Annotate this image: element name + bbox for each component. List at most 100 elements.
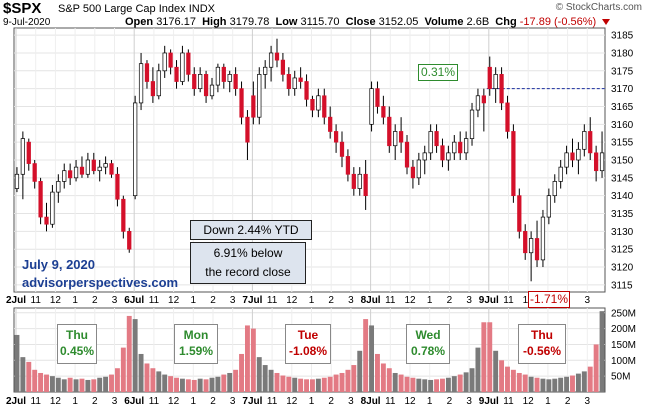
- x-tick-label-bottom: 12: [50, 396, 62, 407]
- volume-bar: [44, 374, 49, 392]
- candle-body: [487, 66, 492, 89]
- open-value: 3176.17: [156, 16, 196, 28]
- day-name: Mon: [183, 328, 209, 342]
- volume-bar: [203, 379, 209, 392]
- candle-body: [316, 95, 321, 111]
- x-tick-label: 3: [348, 295, 354, 306]
- candle-body: [582, 131, 587, 150]
- pct-low-text: -1.71%: [529, 292, 569, 306]
- chg-value: -17.89 (-0.56%): [519, 16, 597, 28]
- volume-bar: [197, 378, 203, 392]
- candle-body: [588, 131, 593, 154]
- x-tick-label-bottom: 1: [427, 396, 433, 407]
- volume-bar: [156, 371, 162, 392]
- volume-bar: [310, 379, 315, 392]
- x-tick-label-bottom: 3: [466, 396, 472, 407]
- x-tick-label: 1: [191, 295, 197, 306]
- candle-body: [168, 52, 173, 68]
- volume-bar: [475, 347, 481, 392]
- candle-body: [280, 59, 286, 75]
- volume-bar: [73, 379, 79, 392]
- candle-body: [221, 66, 226, 82]
- volume-bar: [386, 368, 392, 392]
- price-tick-label: 3185: [611, 31, 634, 42]
- candle-body: [339, 141, 345, 157]
- volume-bar: [61, 379, 67, 392]
- candle-body: [481, 95, 486, 104]
- x-tick-label: 2: [92, 295, 98, 306]
- candle-body: [564, 152, 569, 168]
- x-tick-label-bottom: 3: [348, 396, 354, 407]
- x-tick-label-bottom: 1: [309, 396, 315, 407]
- candle-body: [227, 74, 232, 82]
- day-pct: 0.45%: [59, 344, 95, 358]
- candle-body: [594, 152, 599, 172]
- volume-bar: [292, 377, 298, 392]
- volume-bar: [280, 375, 286, 392]
- price-tick-label: 3180: [611, 48, 634, 59]
- brand: © StockCharts.com: [555, 2, 642, 13]
- high-value: 3179.78: [229, 16, 270, 28]
- candle-body: [251, 95, 256, 118]
- candle-body: [198, 74, 203, 89]
- candle-body: [469, 109, 475, 139]
- candle-body: [257, 74, 262, 118]
- day-pct: 0.78%: [410, 344, 446, 358]
- price-tick-label: 3175: [611, 66, 634, 77]
- candle-body: [328, 116, 333, 132]
- candle-body: [540, 216, 546, 261]
- x-tick-label-bottom: 12: [404, 396, 416, 407]
- candle-body: [357, 173, 362, 189]
- volume-bar: [575, 373, 581, 392]
- x-tick-label-bottom: 6Jul: [124, 396, 144, 407]
- volume-bar: [233, 369, 239, 392]
- volume-bar: [410, 377, 416, 392]
- volume-bar: [298, 378, 304, 392]
- x-tick-label: 2: [328, 295, 334, 306]
- x-tick-label: 11: [267, 295, 278, 306]
- day-pct: -1.08%: [288, 344, 328, 358]
- x-tick-label: 1: [427, 295, 433, 306]
- candle-body: [381, 106, 386, 118]
- candle-body: [446, 152, 451, 161]
- volume-bar: [227, 372, 233, 392]
- candle-body: [263, 66, 268, 75]
- price-tick-label: 3165: [611, 102, 634, 113]
- candle-body: [292, 77, 297, 89]
- price-tick-label: 3140: [611, 191, 634, 202]
- symbol: $SPX: [3, 0, 42, 17]
- x-tick-label-bottom: 1: [72, 396, 78, 407]
- candle-body: [428, 131, 433, 154]
- x-tick-label: 11: [385, 295, 396, 306]
- description: S&P 500 Large Cap Index: [58, 3, 186, 15]
- candle-body: [215, 66, 221, 86]
- price-tick-label: 3160: [611, 120, 634, 131]
- volume-bar: [221, 374, 227, 392]
- x-tick-label: 2: [210, 295, 216, 306]
- x-tick-label: 2: [447, 295, 453, 306]
- volume-bar: [114, 368, 120, 392]
- volume-bar: [375, 353, 380, 392]
- candle-body: [79, 166, 85, 175]
- volume-bar: [97, 377, 103, 392]
- volume-bar: [380, 363, 386, 392]
- x-tick-label: 7Jul: [242, 295, 262, 306]
- candle-body: [398, 131, 404, 143]
- candle-body: [192, 74, 197, 89]
- candle-body: [505, 102, 510, 132]
- low-label: Low: [275, 16, 298, 28]
- candle-body: [209, 84, 215, 97]
- candle-body: [156, 70, 161, 97]
- x-tick-label-bottom: 2: [210, 396, 216, 407]
- candle-body: [333, 131, 339, 143]
- volume-bar: [67, 377, 73, 392]
- volume-bar: [416, 378, 422, 392]
- candle-body: [85, 159, 90, 175]
- candle-body: [351, 173, 356, 189]
- candle-body: [274, 52, 280, 61]
- volume-bar: [333, 374, 339, 392]
- volume-bar: [564, 376, 570, 392]
- volume-bar: [570, 375, 575, 392]
- candle-body: [422, 152, 427, 161]
